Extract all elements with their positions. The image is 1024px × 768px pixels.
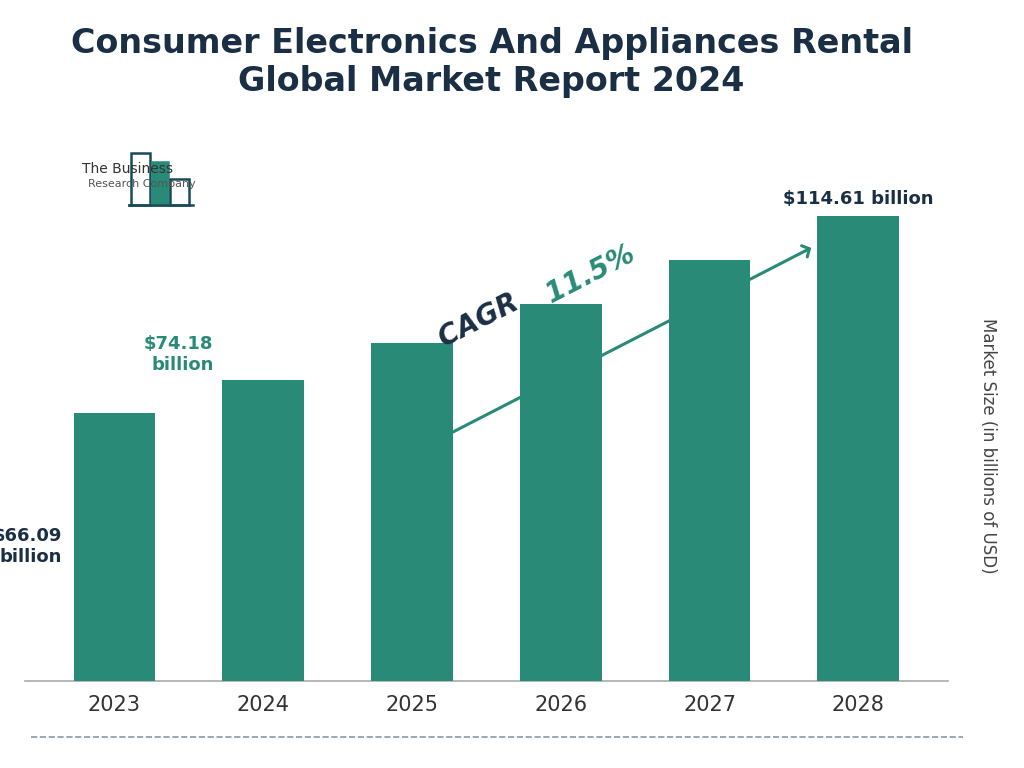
Text: $114.61 billion: $114.61 billion xyxy=(783,190,934,207)
Text: 11.5%: 11.5% xyxy=(534,240,640,313)
Bar xyxy=(74,412,156,680)
Text: $66.09
billion: $66.09 billion xyxy=(0,528,61,566)
Text: Consumer Electronics And Appliances Rental: Consumer Electronics And Appliances Rent… xyxy=(71,27,912,60)
Bar xyxy=(520,304,602,680)
Bar xyxy=(669,260,751,680)
Text: Research Company: Research Company xyxy=(88,178,196,189)
Bar xyxy=(222,379,304,680)
Bar xyxy=(152,162,168,205)
Text: Global Market Report 2024: Global Market Report 2024 xyxy=(239,65,744,98)
Text: CAGR: CAGR xyxy=(434,289,523,353)
Bar xyxy=(170,178,188,205)
Text: $74.18
billion: $74.18 billion xyxy=(144,335,213,374)
Text: Market Size (in billions of USD): Market Size (in billions of USD) xyxy=(979,318,997,573)
Bar xyxy=(131,153,150,205)
Bar xyxy=(371,343,453,680)
Text: The Business: The Business xyxy=(82,162,173,176)
Bar xyxy=(817,216,899,680)
